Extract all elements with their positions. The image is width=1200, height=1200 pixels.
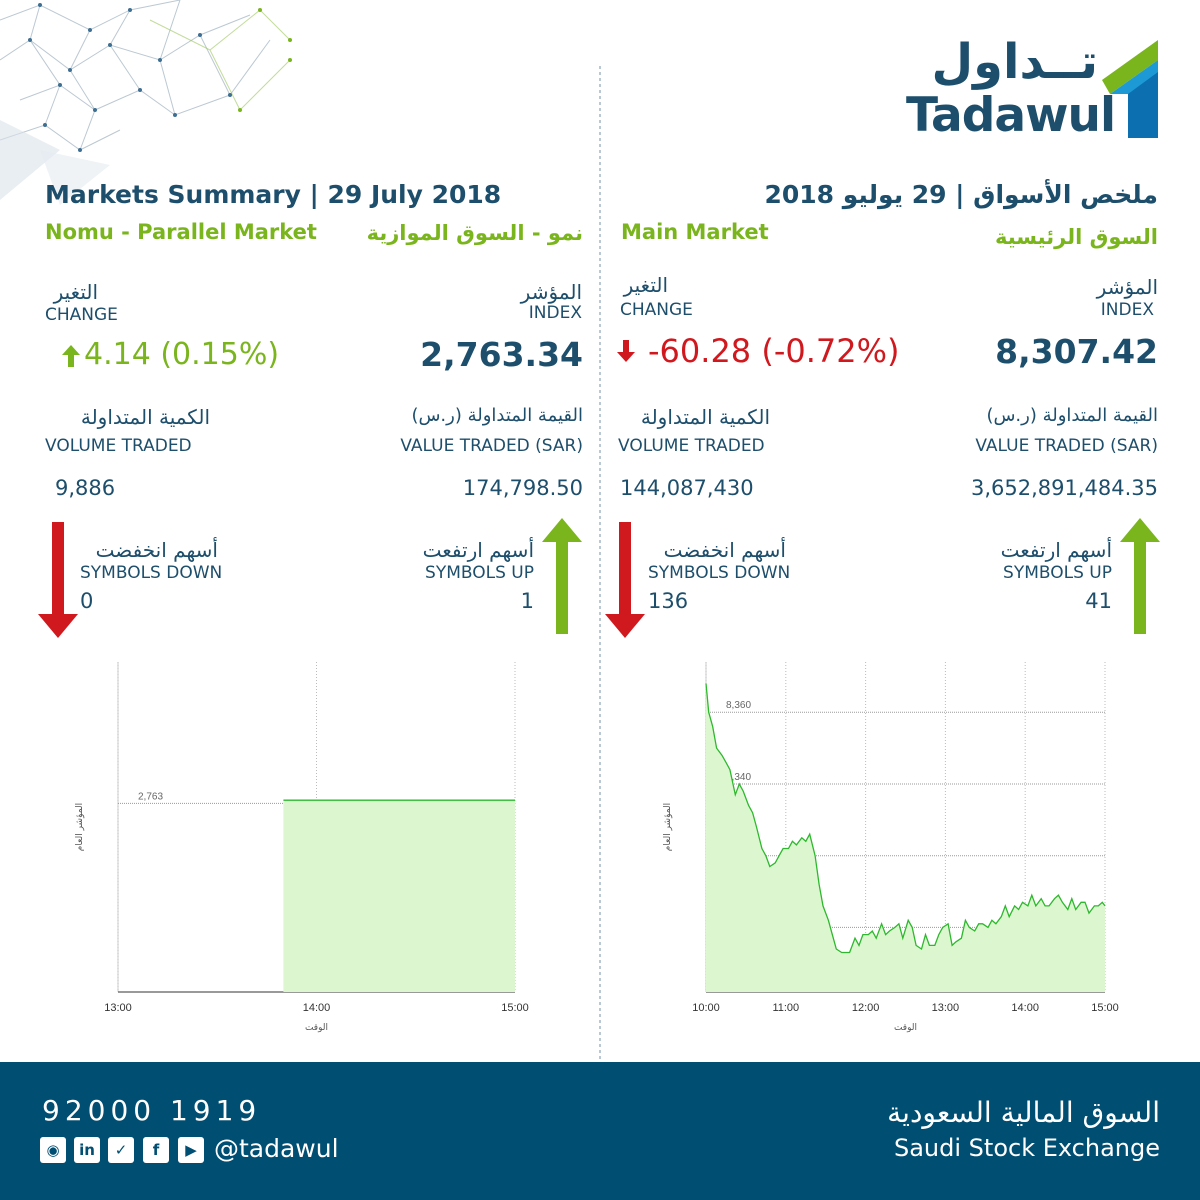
nomu-up-label-en: SYMBOLS UP xyxy=(425,563,534,583)
main-up-label-en: SYMBOLS UP xyxy=(1003,563,1112,583)
markets-summary-title: Markets Summary | 29 July 2018 xyxy=(45,180,502,209)
youtube-icon[interactable]: ▶ xyxy=(178,1137,204,1163)
main-summary-title-ar: ملخص الأسواق | 29 يوليو 2018 xyxy=(764,180,1158,209)
main-volume-traded: 144,087,430 xyxy=(620,476,754,500)
main-index-value: 8,307.42 xyxy=(995,332,1158,371)
main-value-label-ar: القيمة المتداولة (ر.س) xyxy=(986,405,1158,426)
chart-series-line xyxy=(705,683,1106,954)
chart-y-axis-title: المؤشر العام xyxy=(75,803,85,851)
nomu-volume-label-en: VOLUME TRADED xyxy=(45,436,192,456)
logo-mark-icon xyxy=(1102,40,1158,138)
chart-x-tick-label: 13:00 xyxy=(104,1002,132,1014)
chart-y-tick-label: 8,340 xyxy=(726,772,751,783)
logo-arabic: تــداول xyxy=(931,34,1099,90)
symbols-down-arrow-icon xyxy=(38,522,78,638)
nomu-value-label-ar: القيمة المتداولة (ر.س) xyxy=(411,405,583,426)
chart-x-axis-title: الوقت xyxy=(894,1023,917,1033)
symbols-up-arrow-icon xyxy=(1120,518,1160,634)
main-down-label-ar: أسهم انخفضت xyxy=(663,538,786,562)
main-symbols-up: 41 xyxy=(1085,589,1112,613)
twitter-icon[interactable]: ✓ xyxy=(108,1137,134,1163)
nomu-value-label-en: VALUE TRADED (SAR) xyxy=(400,436,583,456)
exchange-name-en: Saudi Stock Exchange xyxy=(893,1134,1160,1162)
nomu-down-label-ar: أسهم انخفضت xyxy=(95,538,218,562)
phone-number: 92000 1919 xyxy=(42,1094,262,1127)
nomu-index-value: 2,763.34 xyxy=(420,335,583,374)
chart-area-fill xyxy=(283,800,515,992)
social-handle[interactable]: @tadawul xyxy=(214,1134,339,1163)
chart-y-tick-label: 8,360 xyxy=(726,700,751,711)
main-change-label-ar: التغير xyxy=(623,273,668,297)
instagram-icon[interactable]: ◉ xyxy=(40,1137,66,1163)
main-index-chart: 10:0011:0012:0013:0014:0015:008,3008,320… xyxy=(663,662,1119,1033)
symbols-down-arrow-icon xyxy=(605,522,645,638)
chart-y-axis-title: المؤشر العام xyxy=(663,803,673,851)
network-decoration xyxy=(0,0,292,205)
chart-y-tick-label: 2,763 xyxy=(138,791,163,802)
nomu-change-label-en: CHANGE xyxy=(45,305,118,325)
main-index-label-en: INDEX xyxy=(1100,300,1154,320)
main-volume-label-en: VOLUME TRADED xyxy=(618,436,765,456)
nomu-change-label-ar: التغير xyxy=(53,280,98,304)
chart-x-tick-label: 10:00 xyxy=(692,1002,720,1014)
main-symbols-down: 136 xyxy=(648,589,689,613)
nomu-index-chart: 13:00 14:00 15:00 2,763 المؤشر العام الوقت xyxy=(75,662,529,1033)
chart-x-tick-label: 14:00 xyxy=(1011,1002,1039,1014)
nomu-index-label-ar: المؤشر xyxy=(520,280,582,304)
nomu-up-label-ar: أسهم ارتفعت xyxy=(422,538,534,562)
logo-english: Tadawul xyxy=(906,88,1116,143)
chart-x-tick-label: 13:00 xyxy=(932,1002,960,1014)
main-value-traded: 3,652,891,484.35 xyxy=(970,476,1158,500)
chart-x-axis-title: الوقت xyxy=(305,1023,328,1033)
footer-bar xyxy=(0,1062,1200,1200)
nomu-change-value: 4.14 (0.15%) xyxy=(84,337,280,372)
nomu-volume-label-ar: الكمية المتداولة xyxy=(80,405,210,429)
chart-x-tick-label: 15:00 xyxy=(1091,1002,1119,1014)
facebook-icon[interactable]: f xyxy=(143,1137,169,1163)
exchange-name-ar: السوق المالية السعودية xyxy=(887,1096,1160,1129)
symbols-up-arrow-icon xyxy=(542,518,582,634)
main-change-label-en: CHANGE xyxy=(620,300,693,320)
main-volume-label-ar: الكمية المتداولة xyxy=(640,405,770,429)
nomu-index-label-en: INDEX xyxy=(528,303,582,323)
main-value-label-en: VALUE TRADED (SAR) xyxy=(975,436,1158,456)
nomu-symbols-up: 1 xyxy=(520,589,534,613)
main-index-label-ar: المؤشر xyxy=(1096,275,1158,299)
chart-area-fill xyxy=(706,683,1105,992)
nomu-value-traded: 174,798.50 xyxy=(462,476,583,500)
main-market-title-ar: السوق الرئيسية xyxy=(995,225,1158,249)
arrow-up-icon xyxy=(62,345,80,367)
nomu-symbols-down: 0 xyxy=(80,589,94,613)
nomu-market-title-ar: نمو - السوق الموازية xyxy=(366,221,583,245)
main-up-label-ar: أسهم ارتفعت xyxy=(1000,538,1112,562)
main-market-title-en: Main Market xyxy=(621,220,769,244)
nomu-volume-traded: 9,886 xyxy=(55,476,116,500)
main-down-label-en: SYMBOLS DOWN xyxy=(648,563,791,583)
chart-x-tick-label: 12:00 xyxy=(852,1002,880,1014)
nomu-market-title-en: Nomu - Parallel Market xyxy=(45,220,317,244)
chart-x-tick-label: 11:00 xyxy=(772,1002,799,1014)
chart-x-tick-label: 14:00 xyxy=(303,1002,331,1014)
nomu-down-label-en: SYMBOLS DOWN xyxy=(80,563,223,583)
linkedin-icon[interactable]: in xyxy=(74,1137,100,1163)
section-divider xyxy=(599,66,601,1062)
main-change-value: -60.28 (-0.72%) xyxy=(648,332,900,370)
chart-x-tick-label: 15:00 xyxy=(501,1002,529,1014)
arrow-down-icon xyxy=(617,340,635,362)
